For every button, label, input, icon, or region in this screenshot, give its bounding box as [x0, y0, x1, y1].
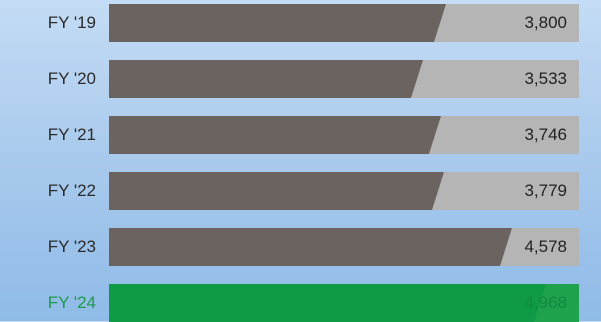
- bar-row: FY '24 4,968: [0, 284, 601, 322]
- category-label: FY '23: [47, 237, 96, 256]
- bar: [109, 228, 512, 266]
- bar-row: FY '23 4,578: [0, 228, 601, 266]
- bar: [109, 172, 444, 210]
- category-label: FY '19: [47, 13, 96, 32]
- bar: [109, 4, 446, 42]
- bar-row: FY '19 3,800: [0, 4, 601, 42]
- bar-track: 3,800: [109, 4, 579, 42]
- bar-row: FY '20 3,533: [0, 60, 601, 98]
- category-label: FY '20: [47, 69, 96, 88]
- value-label: 3,800: [524, 13, 567, 32]
- bar-row: FY '22 3,779: [0, 172, 601, 210]
- value-label: 4,968: [524, 293, 567, 312]
- value-label: 4,578: [524, 237, 567, 256]
- bar-track: 3,746: [109, 116, 579, 154]
- bar: [109, 60, 423, 98]
- value-label: 3,746: [524, 125, 567, 144]
- category-label: FY '24: [47, 293, 96, 312]
- bar: [109, 116, 441, 154]
- category-label: FY '22: [47, 181, 96, 200]
- category-label: FY '21: [47, 125, 96, 144]
- bar-track: 3,533: [109, 60, 579, 98]
- bar-track: 4,578: [109, 228, 579, 266]
- bar-track: 4,968: [109, 284, 579, 322]
- bar: [109, 284, 546, 322]
- bar-track: 3,779: [109, 172, 579, 210]
- value-label: 3,779: [524, 181, 567, 200]
- value-label: 3,533: [524, 69, 567, 88]
- bar-row: FY '21 3,746: [0, 116, 601, 154]
